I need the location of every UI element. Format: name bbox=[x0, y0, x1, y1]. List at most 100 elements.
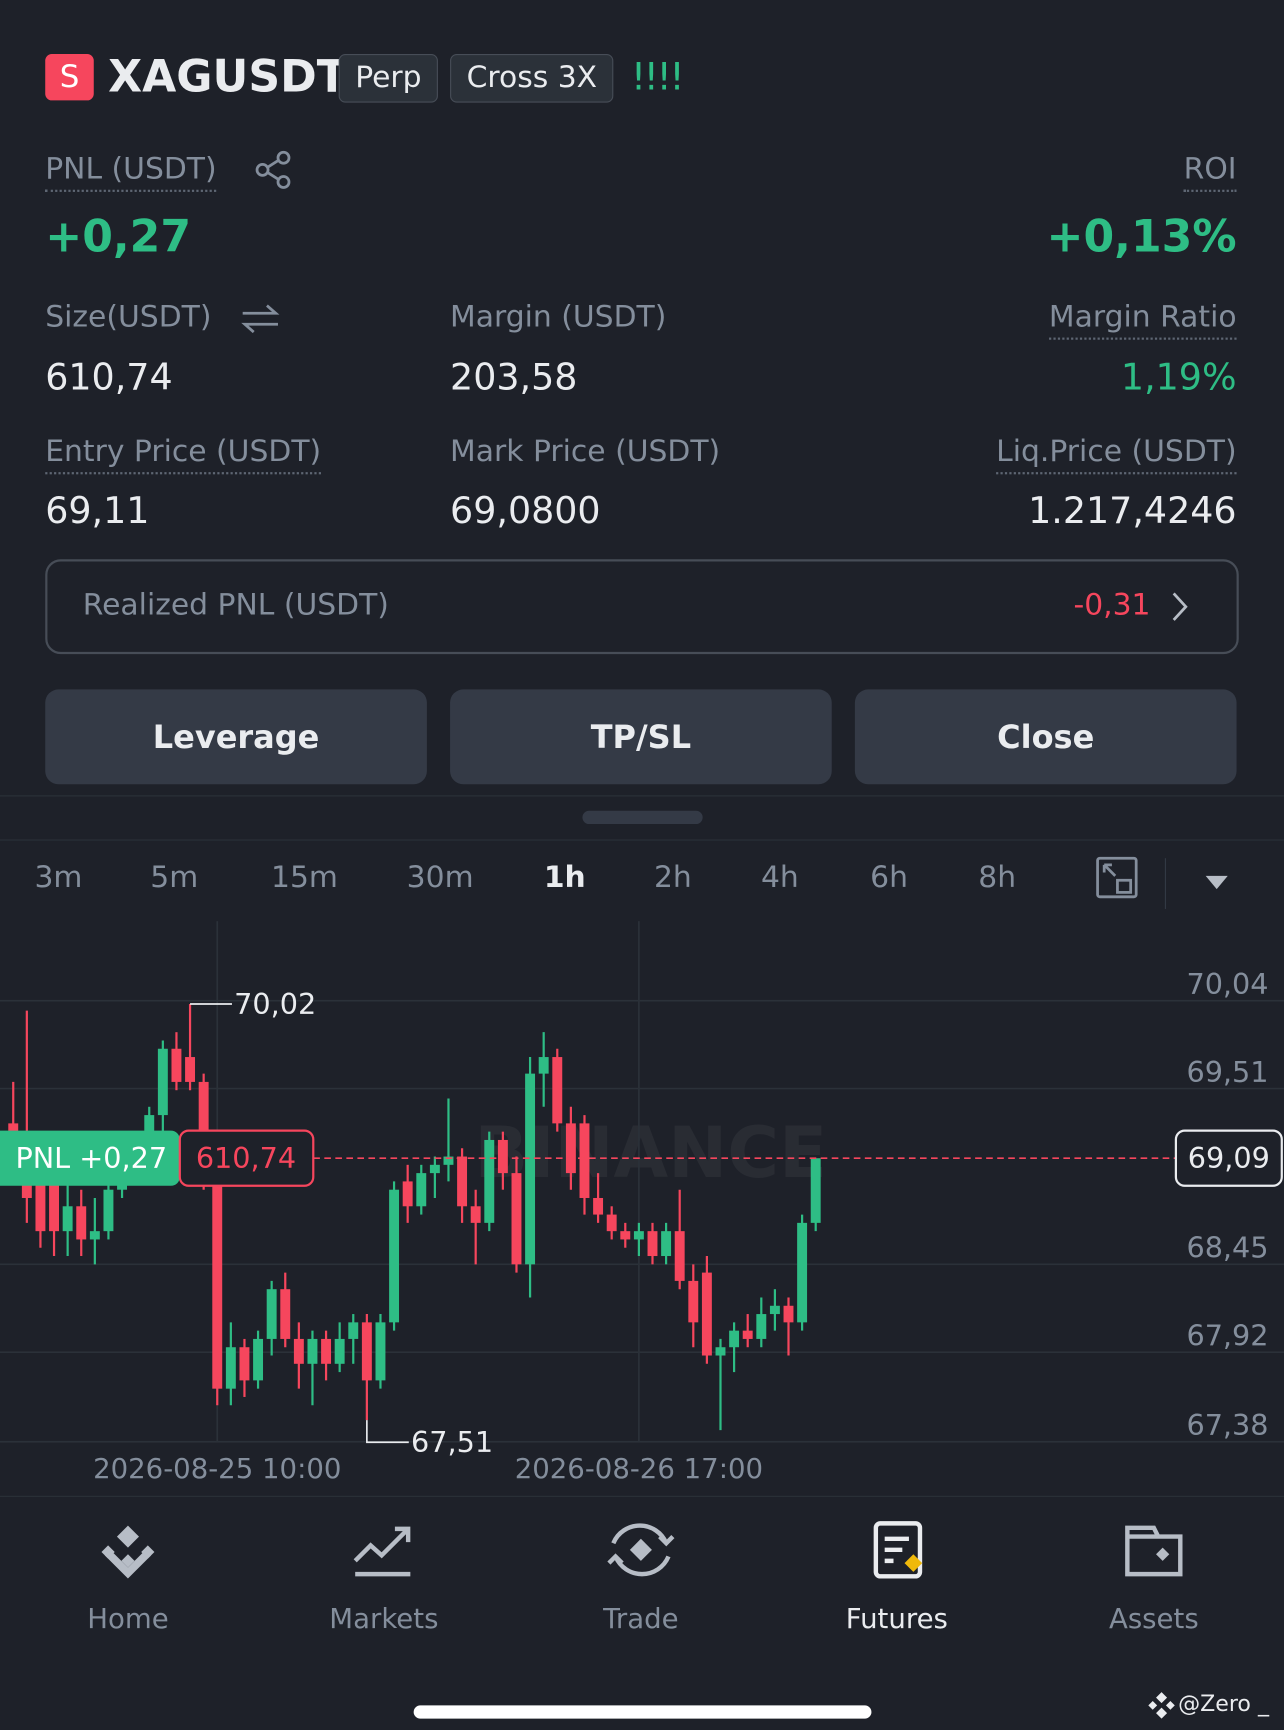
symbol[interactable]: XAGUSDT bbox=[108, 51, 347, 103]
price-label: 69,09 bbox=[1188, 1141, 1270, 1175]
candle-body bbox=[715, 1347, 726, 1356]
candle-body bbox=[307, 1338, 318, 1364]
candle-body bbox=[321, 1338, 332, 1364]
candle-body bbox=[742, 1330, 753, 1339]
x-tick-label: 2026-08-26 17:00 bbox=[515, 1452, 763, 1485]
tag: Perp bbox=[338, 54, 439, 103]
nav-icons bbox=[101, 1521, 1183, 1579]
candle-body bbox=[810, 1158, 821, 1223]
candle-body bbox=[525, 1073, 536, 1265]
chevron bbox=[1172, 592, 1188, 621]
timeframe[interactable]: 2h bbox=[653, 860, 692, 895]
pnl-value: +0,27 bbox=[45, 211, 192, 263]
nav-label[interactable]: Home bbox=[87, 1602, 169, 1635]
nav-label[interactable]: Trade bbox=[603, 1602, 679, 1635]
candle-body bbox=[620, 1231, 631, 1240]
field-value: 1,19% bbox=[1120, 355, 1237, 399]
expand-icon[interactable] bbox=[1095, 856, 1139, 900]
candle-body bbox=[375, 1322, 386, 1381]
candle-body bbox=[688, 1280, 699, 1323]
home-icon[interactable] bbox=[101, 1525, 155, 1579]
candle-body bbox=[579, 1123, 590, 1198]
candle-body bbox=[103, 1189, 114, 1232]
nav-label[interactable]: Markets bbox=[329, 1602, 439, 1635]
field-label: Liq.Price (USDT) bbox=[996, 432, 1237, 475]
realized-box[interactable] bbox=[45, 559, 1239, 655]
candle-body bbox=[769, 1305, 780, 1315]
credit-icon bbox=[1148, 1692, 1175, 1719]
candle-body bbox=[701, 1272, 712, 1356]
candle-body bbox=[606, 1214, 617, 1232]
credit: @Zero _ bbox=[1178, 1689, 1269, 1717]
timeframe[interactable]: 6h bbox=[870, 860, 909, 895]
candle-body bbox=[171, 1048, 182, 1082]
swap-icon[interactable] bbox=[240, 302, 280, 335]
candle-body bbox=[416, 1173, 427, 1207]
y-tick-label: 68,45 bbox=[1186, 1231, 1268, 1265]
candle-body bbox=[511, 1173, 522, 1265]
share-icon[interactable] bbox=[254, 150, 294, 190]
candle-body bbox=[334, 1338, 345, 1364]
field-value: 1.217,4246 bbox=[1028, 488, 1237, 532]
field-label: Margin (USDT) bbox=[450, 300, 667, 335]
candle-body bbox=[76, 1206, 87, 1240]
home-indicator bbox=[413, 1705, 872, 1719]
timeframe[interactable]: 1h bbox=[543, 860, 586, 895]
button[interactable]: Leverage bbox=[45, 689, 427, 785]
timeframe[interactable]: 4h bbox=[760, 860, 799, 895]
size-tag-text: 610,74 bbox=[196, 1141, 296, 1175]
y-tick-label: 69,51 bbox=[1186, 1055, 1268, 1089]
candle-body bbox=[185, 1057, 196, 1082]
button[interactable]: Close bbox=[854, 689, 1237, 785]
candle-body bbox=[348, 1322, 359, 1339]
field-label: Mark Price (USDT) bbox=[450, 434, 721, 469]
futures-icon[interactable] bbox=[873, 1521, 923, 1579]
markets-icon[interactable] bbox=[353, 1526, 411, 1577]
pnl-label: PNL (USDT) bbox=[45, 150, 217, 192]
tag[interactable]: Cross 3X bbox=[450, 54, 614, 103]
divider bbox=[0, 1495, 1284, 1497]
candle-body bbox=[593, 1197, 604, 1215]
candle-body bbox=[484, 1139, 495, 1223]
divider bbox=[0, 839, 1284, 841]
candle-body bbox=[266, 1289, 277, 1339]
timeframe[interactable]: 8h bbox=[978, 860, 1017, 895]
candle-body bbox=[429, 1164, 440, 1174]
signal: !!!! bbox=[630, 55, 685, 100]
candle-body bbox=[565, 1123, 576, 1174]
candle-body bbox=[293, 1338, 304, 1364]
nav-label[interactable]: Assets bbox=[1108, 1602, 1199, 1635]
field-label: Entry Price (USDT) bbox=[45, 432, 322, 475]
candle-body bbox=[49, 1181, 60, 1232]
divider bbox=[1164, 858, 1166, 909]
timeframe[interactable]: 15m bbox=[270, 860, 338, 895]
candle-body bbox=[470, 1206, 481, 1223]
candle-body bbox=[497, 1139, 508, 1174]
dropdown[interactable] bbox=[1205, 875, 1229, 890]
candle-body bbox=[633, 1231, 644, 1240]
candle-body bbox=[89, 1231, 100, 1240]
timeframe[interactable]: 3m bbox=[34, 860, 83, 895]
candle-body bbox=[402, 1181, 413, 1207]
candle-body bbox=[538, 1057, 549, 1074]
annotation: 70,02 bbox=[234, 987, 316, 1021]
assets-icon[interactable] bbox=[1125, 1525, 1183, 1577]
roi-label: ROI bbox=[1183, 150, 1237, 192]
chart: BINANCE67,3867,9268,4569,5170,042026-08-… bbox=[0, 921, 1284, 1485]
timeframe[interactable]: 30m bbox=[406, 860, 474, 895]
annotation-line bbox=[366, 1420, 409, 1444]
trade-icon[interactable] bbox=[607, 1523, 675, 1577]
candle-body bbox=[797, 1222, 808, 1323]
candle-body bbox=[361, 1322, 372, 1381]
candle-body bbox=[674, 1231, 685, 1281]
nav-label[interactable]: Futures bbox=[845, 1602, 948, 1635]
drag-handle[interactable] bbox=[582, 810, 703, 825]
candle-body bbox=[35, 1173, 46, 1232]
candle-body bbox=[253, 1338, 264, 1381]
candle-body bbox=[239, 1347, 250, 1381]
timeframe[interactable]: 5m bbox=[150, 860, 199, 895]
price-box bbox=[1174, 1129, 1283, 1187]
button[interactable]: TP/SL bbox=[450, 689, 832, 785]
field-label: Size(USDT) bbox=[45, 300, 212, 335]
